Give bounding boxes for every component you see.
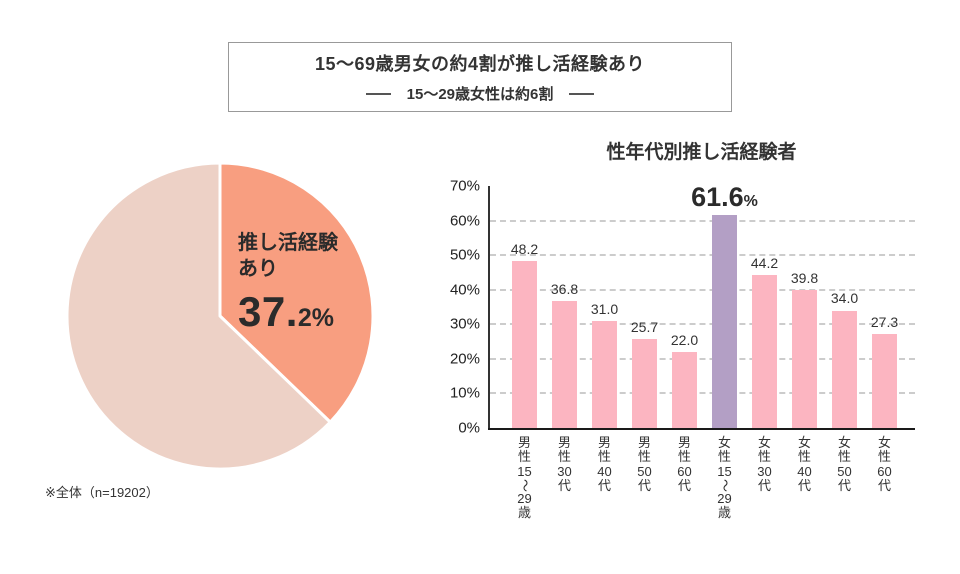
bar-7 (792, 290, 817, 428)
headline-subtitle: 15〜29歳女性は約6割 (406, 86, 554, 103)
x-axis-line (488, 428, 915, 430)
bar-5 (712, 215, 737, 428)
gridline-60 (490, 219, 915, 222)
x-axis-label-4: 男性 60 代 (677, 435, 692, 493)
gridline-20 (490, 357, 915, 360)
y-axis-line (488, 186, 490, 428)
bar-chart-title: 性年代別推し活経験者 (606, 142, 797, 163)
bar-value-label-7: 39.8 (790, 270, 819, 287)
subtitle-dash-left (365, 92, 391, 95)
bar-6 (752, 275, 777, 428)
bar-0 (512, 261, 537, 428)
y-tick-label-10: 10% (449, 384, 480, 402)
subtitle-dash-right (569, 92, 595, 95)
pie-chart (65, 161, 375, 471)
pie-value: 37.2% (238, 288, 338, 336)
pie-label-line2: あり (238, 258, 278, 281)
headline-title: 15〜69歳男女の約4割が推し活経験あり (314, 54, 646, 74)
sample-size-footnote: ※全体（n=19202） (45, 485, 159, 500)
x-axis-label-8: 女性 50 代 (837, 435, 852, 493)
bar-4 (672, 351, 697, 428)
bar-value-label-9: 27.3 (870, 313, 899, 330)
x-axis-label-9: 女性 60 代 (877, 435, 892, 493)
pie-slice-0 (218, 161, 375, 424)
x-axis-label-2: 男性 40 代 (597, 435, 612, 493)
headline-box: 15〜69歳男女の約4割が推し活経験あり 15〜29歳女性は約6割 (228, 42, 732, 112)
bar-value-label-6: 44.2 (750, 255, 779, 272)
bar-value-label-2: 31.0 (590, 300, 619, 317)
gridline-40 (490, 288, 915, 291)
y-tick-label-70: 70% (449, 177, 480, 195)
gridline-50 (490, 254, 915, 257)
highlight-value: 61.6 (691, 182, 744, 213)
bar-value-label-3: 25.7 (630, 319, 659, 336)
highlight-percent-sign: % (743, 193, 758, 211)
bar-value-label-8: 34.0 (830, 290, 859, 307)
pie-value-small: 2% (297, 303, 335, 332)
gridline-10 (490, 392, 915, 395)
y-tick-label-50: 50% (449, 246, 480, 264)
pie-value-big: 37. (238, 287, 298, 335)
bar-9 (872, 333, 897, 428)
x-axis-label-3: 男性 50 代 (637, 435, 652, 493)
y-tick-label-60: 60% (449, 212, 480, 230)
x-axis-label-0: 男性 15 〜 29 歳 (517, 435, 532, 521)
y-tick-label-30: 30% (449, 315, 480, 333)
pie-slice-label: 推し活経験 あり 37.2% (238, 230, 338, 336)
x-axis-label-6: 女性 30 代 (757, 435, 772, 493)
y-tick-label-20: 20% (449, 350, 480, 368)
gridline-30 (490, 323, 915, 326)
y-tick-label-40: 40% (449, 281, 480, 299)
bar-value-label-4: 22.0 (670, 331, 699, 348)
bar-value-label-5: 61.6% (691, 184, 758, 211)
y-tick-label-0: 0% (458, 419, 480, 437)
bar-value-label-0: 48.2 (510, 241, 539, 258)
bar-1 (552, 300, 577, 428)
bar-2 (592, 320, 617, 428)
x-axis-label-7: 女性 40 代 (797, 435, 812, 493)
x-axis-label-5: 女性 15 〜 29 歳 (717, 435, 732, 521)
bar-chart-plot-area: 0% 10% 20% 30% 40% 50% 60% 70% 48.2 男性 15 〜 29 歳 36.8 男… (450, 179, 915, 520)
pie-label-line1: 推し活経験 (238, 232, 338, 254)
bar-value-label-1: 36.8 (550, 280, 579, 297)
x-axis-label-1: 男性 30 代 (557, 435, 572, 493)
bar-8 (832, 310, 857, 428)
pie-slice-1 (65, 161, 332, 471)
bar-3 (632, 339, 657, 428)
headline-subtitle-row: 15〜29歳女性は約6割 (365, 83, 595, 104)
